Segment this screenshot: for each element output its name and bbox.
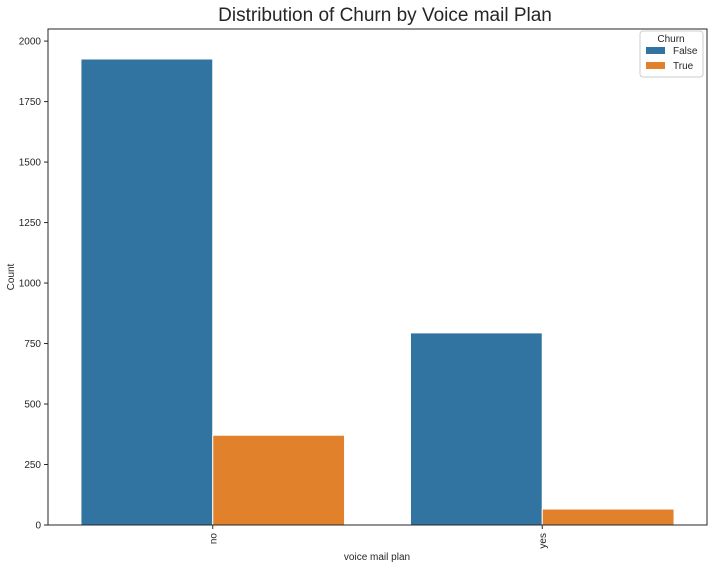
y-tick-label: 500 xyxy=(24,400,41,411)
y-tick-label: 0 xyxy=(35,521,41,532)
y-tick-label: 1750 xyxy=(19,97,42,108)
bar-yes-true xyxy=(541,508,675,526)
y-tick-label: 1000 xyxy=(19,279,42,290)
y-tick-label: 250 xyxy=(24,460,41,471)
y-tick-label: 1500 xyxy=(19,158,42,169)
bar-no-true xyxy=(212,434,346,526)
x-tick-label-yes: yes xyxy=(538,533,549,549)
bar-yes-false xyxy=(409,332,543,526)
y-tick-label: 1250 xyxy=(19,218,42,229)
legend-title: Churn xyxy=(657,34,684,45)
legend-label-false: False xyxy=(673,46,698,57)
legend-swatch-true xyxy=(646,62,665,69)
y-tick-label: 2000 xyxy=(19,37,42,48)
legend-label-true: True xyxy=(673,61,694,72)
y-tick-label: 750 xyxy=(24,339,41,350)
x-axis-label: voice mail plan xyxy=(344,552,410,563)
bar-no-false xyxy=(80,58,214,526)
y-axis-label: Count xyxy=(6,263,17,290)
plot-area: 0 250 500 750 1000 1250 1500 1750 2000 no yes xyxy=(19,37,675,549)
plot-frame xyxy=(47,28,708,526)
chart-title: Distribution of Churn by Voice mail Plan xyxy=(218,5,552,26)
legend: Churn False True xyxy=(639,30,704,78)
legend-swatch-false xyxy=(646,47,665,54)
x-tick-label-no: no xyxy=(208,533,219,545)
